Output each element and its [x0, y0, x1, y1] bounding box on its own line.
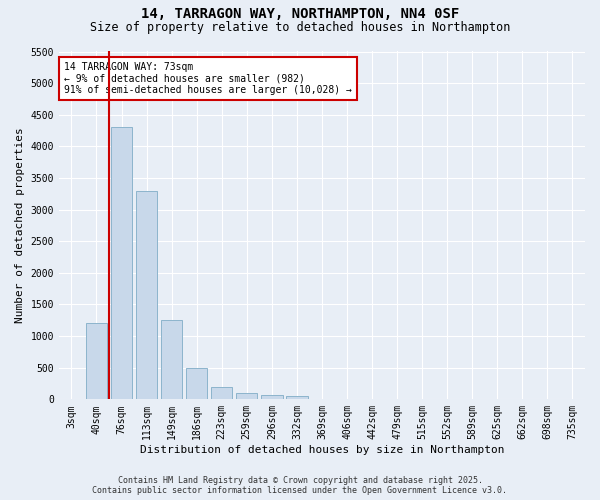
Bar [186, 368, 208, 400]
Bar [261, 394, 283, 400]
Bar [111, 128, 132, 400]
Text: 14, TARRAGON WAY, NORTHAMPTON, NN4 0SF: 14, TARRAGON WAY, NORTHAMPTON, NN4 0SF [141, 8, 459, 22]
Bar [211, 386, 232, 400]
Bar [136, 190, 157, 400]
Bar [161, 320, 182, 400]
Text: Contains HM Land Registry data © Crown copyright and database right 2025.
Contai: Contains HM Land Registry data © Crown c… [92, 476, 508, 495]
Y-axis label: Number of detached properties: Number of detached properties [15, 128, 25, 324]
Text: 14 TARRAGON WAY: 73sqm
← 9% of detached houses are smaller (982)
91% of semi-det: 14 TARRAGON WAY: 73sqm ← 9% of detached … [64, 62, 352, 95]
Bar [86, 324, 107, 400]
X-axis label: Distribution of detached houses by size in Northampton: Distribution of detached houses by size … [140, 445, 504, 455]
Text: Size of property relative to detached houses in Northampton: Size of property relative to detached ho… [90, 22, 510, 35]
Bar [236, 393, 257, 400]
Bar [286, 396, 308, 400]
